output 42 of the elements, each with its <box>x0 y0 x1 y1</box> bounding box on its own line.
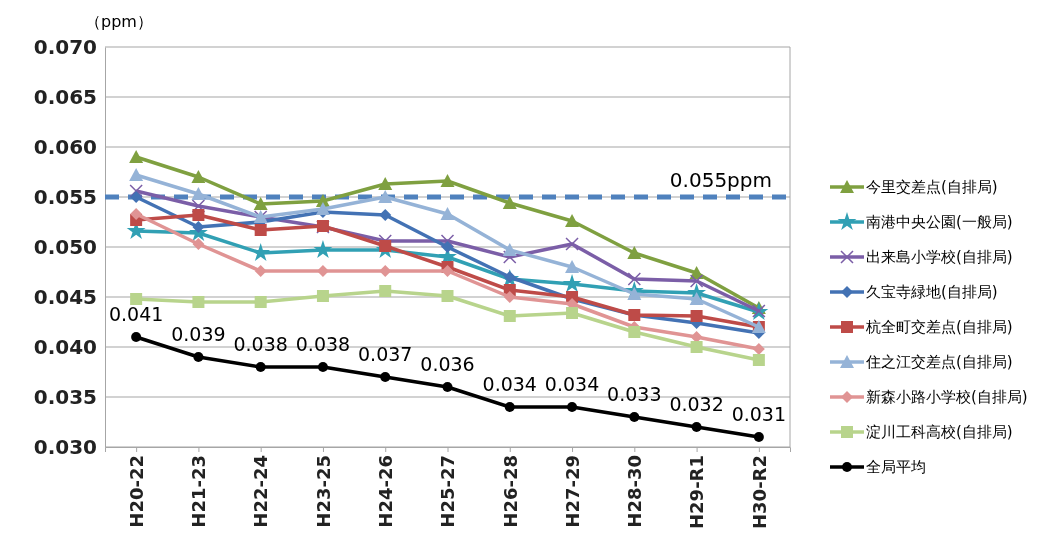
data-label: 0.038 <box>233 333 288 355</box>
y-tick-label: 0.040 <box>33 334 97 359</box>
y-tick-label: 0.060 <box>33 134 97 159</box>
y-tick-label: 0.045 <box>33 284 97 309</box>
data-label: 0.038 <box>295 333 351 355</box>
x-tick-label: H20-22 <box>125 455 147 528</box>
y-tick-label: 0.070 <box>33 34 97 59</box>
y-tick-label: 0.065 <box>33 84 97 109</box>
ref-line-label: 0.055ppm <box>669 168 772 192</box>
legend-label: 出来島小学校(自排局) <box>866 248 1013 267</box>
x-tick-label: H25-27 <box>437 455 459 528</box>
data-label: 0.031 <box>731 403 787 425</box>
legend-label: 南港中央公園(一般局) <box>866 213 1013 232</box>
data-label: 0.036 <box>420 353 475 375</box>
data-label: 0.039 <box>171 323 226 345</box>
legend-label: 久宝寺緑地(自排局) <box>866 283 998 302</box>
y-tick-label: 0.035 <box>33 384 97 409</box>
x-tick-label: H24-26 <box>375 455 397 528</box>
data-label: 0.034 <box>482 373 537 395</box>
y-tick-label: 0.030 <box>33 434 97 459</box>
data-label: 0.033 <box>607 383 662 405</box>
x-tick-label: H30-R2 <box>748 455 770 529</box>
y-axis-title: （ppm） <box>85 12 153 31</box>
data-label: 0.034 <box>544 373 600 395</box>
x-tick-label: H23-25 <box>312 455 334 528</box>
legend-label: 今里交差点(自排局) <box>866 178 998 197</box>
x-tick-label: H28-30 <box>624 455 646 528</box>
y-tick-label: 0.055 <box>33 184 97 209</box>
data-label: 0.037 <box>358 343 413 365</box>
x-tick-label: H29-R1 <box>686 455 708 529</box>
legend-label: 淀川工科高校(自排局) <box>866 423 1013 442</box>
x-tick-label: H21-23 <box>188 455 210 528</box>
legend-label: 住之江交差点(自排局) <box>865 353 1013 372</box>
y-tick-label: 0.050 <box>33 234 97 259</box>
legend-label: 全局平均 <box>866 458 926 477</box>
legend-label: 新森小路小学校(自排局) <box>866 388 1028 407</box>
data-label: 0.032 <box>669 393 724 415</box>
x-tick-label: H22-24 <box>250 455 272 528</box>
x-tick-label: H27-29 <box>561 455 583 528</box>
legend-label: 杭全町交差点(自排局) <box>865 318 1013 337</box>
x-tick-label: H26-28 <box>499 455 521 528</box>
data-label: 0.041 <box>108 303 164 325</box>
